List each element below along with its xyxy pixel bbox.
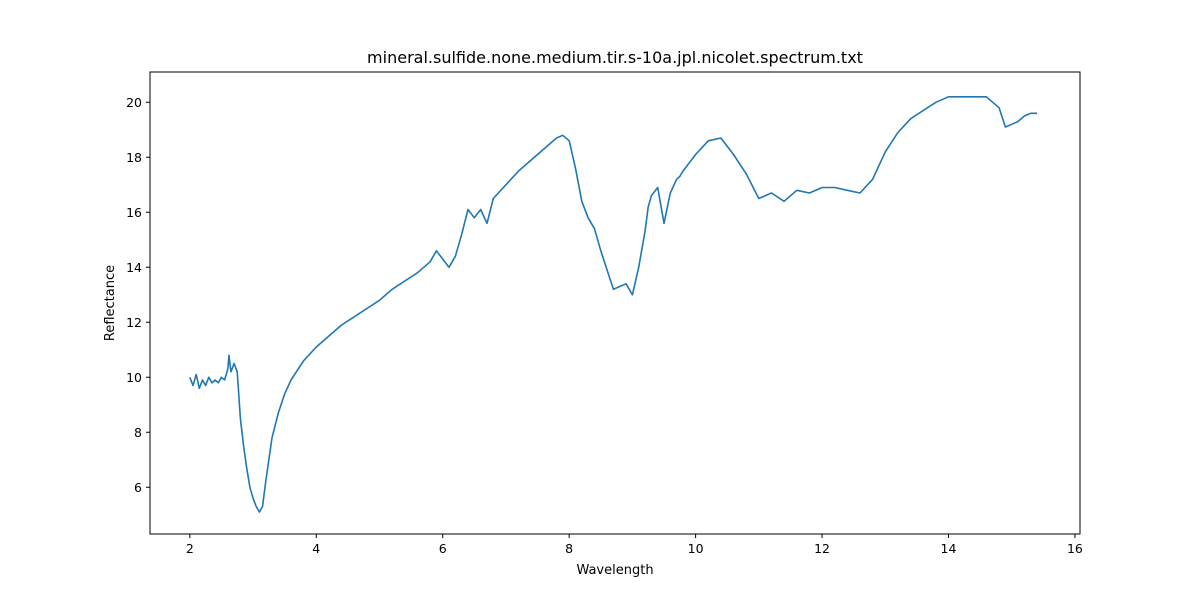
x-tick-label: 2 [186,541,194,556]
axes-frame [149,71,1081,535]
x-tick-label: 14 [941,541,957,556]
x-tick-label: 16 [1067,541,1083,556]
y-axis: 6 8 10 12 14 16 18 20 [126,95,150,495]
chart-title: mineral.sulfide.none.medium.tir.s-10a.jp… [367,48,863,67]
y-tick-label: 6 [134,480,142,495]
y-tick-label: 12 [126,315,142,330]
y-tick-label: 16 [126,205,142,220]
x-tick-label: 12 [814,541,830,556]
x-axis: 2 4 6 8 10 12 14 16 [186,534,1083,556]
x-tick-label: 6 [439,541,447,556]
y-axis-label: Reflectance [103,265,118,341]
x-axis-label: Wavelength [576,563,653,578]
y-tick-label: 14 [126,260,142,275]
x-tick-label: 4 [312,541,320,556]
spectrum-line [189,96,1037,513]
x-tick-label: 8 [565,541,573,556]
plot-area [149,71,1081,535]
y-tick-label: 10 [126,370,142,385]
y-tick-label: 18 [126,150,142,165]
x-tick-label: 10 [688,541,704,556]
y-tick-label: 8 [134,425,142,440]
y-tick-label: 20 [126,95,142,110]
